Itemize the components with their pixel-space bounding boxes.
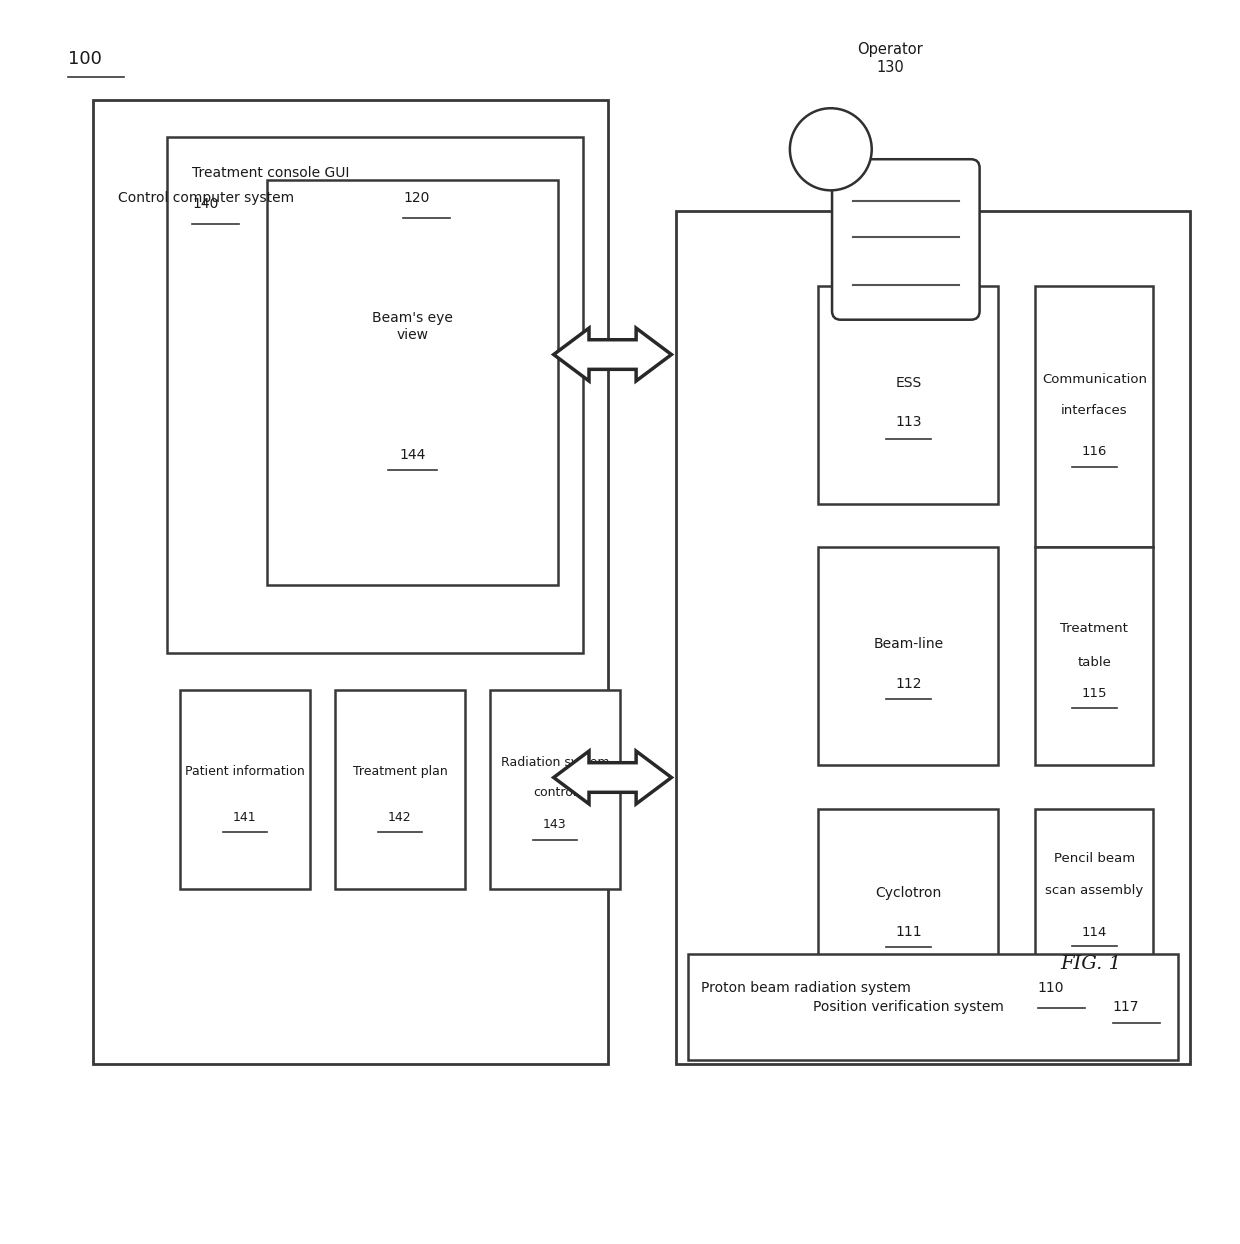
Bar: [1035, 547, 1153, 765]
Bar: [180, 690, 310, 889]
Text: 114: 114: [1081, 926, 1107, 939]
Bar: [688, 954, 1178, 1060]
Text: 115: 115: [1081, 687, 1107, 700]
Text: table: table: [1078, 656, 1111, 669]
Text: 140: 140: [192, 198, 218, 211]
Text: Proton beam radiation system: Proton beam radiation system: [701, 982, 915, 995]
Bar: [490, 690, 620, 889]
Circle shape: [790, 108, 872, 190]
Text: 120: 120: [403, 192, 429, 205]
Text: 141: 141: [233, 811, 257, 824]
FancyBboxPatch shape: [832, 159, 980, 320]
Bar: [267, 180, 558, 585]
Text: Position verification system: Position verification system: [813, 1000, 1003, 1014]
Text: Beam's eye
view: Beam's eye view: [372, 311, 453, 342]
Bar: [818, 547, 998, 765]
Bar: [1035, 286, 1153, 547]
Text: 144: 144: [399, 448, 425, 462]
Text: 117: 117: [1114, 1000, 1140, 1014]
Text: 143: 143: [543, 819, 567, 831]
Bar: [818, 286, 998, 504]
Text: Treatment console GUI: Treatment console GUI: [192, 167, 350, 180]
Text: Pencil beam: Pencil beam: [1054, 852, 1135, 866]
Text: Cyclotron: Cyclotron: [875, 886, 941, 899]
Text: Beam-line: Beam-line: [873, 637, 944, 651]
Text: scan assembly: scan assembly: [1045, 883, 1143, 897]
Text: Radiation system: Radiation system: [501, 756, 609, 769]
Text: interfaces: interfaces: [1061, 404, 1127, 417]
Bar: [1035, 809, 1153, 1001]
Text: 142: 142: [388, 811, 412, 824]
Text: 116: 116: [1081, 445, 1107, 458]
Text: FIG. 1: FIG. 1: [1060, 955, 1122, 973]
Text: Treatment plan: Treatment plan: [352, 765, 448, 778]
Text: 111: 111: [895, 926, 921, 939]
Text: control: control: [533, 786, 577, 799]
Bar: [818, 809, 998, 1001]
Bar: [93, 100, 608, 1064]
Text: 100: 100: [68, 51, 102, 68]
Text: Patient information: Patient information: [185, 765, 305, 778]
Bar: [335, 690, 465, 889]
Bar: [676, 211, 1190, 1064]
Polygon shape: [553, 751, 672, 804]
Text: Communication: Communication: [1042, 373, 1147, 386]
Text: 112: 112: [895, 677, 921, 690]
Polygon shape: [553, 328, 672, 381]
Text: 110: 110: [1038, 982, 1064, 995]
Bar: [167, 137, 583, 653]
Text: Control computer system: Control computer system: [118, 192, 299, 205]
Text: Treatment: Treatment: [1060, 622, 1128, 636]
Text: 113: 113: [895, 415, 921, 429]
Text: Operator
130: Operator 130: [857, 42, 924, 75]
Text: ESS: ESS: [895, 376, 921, 389]
